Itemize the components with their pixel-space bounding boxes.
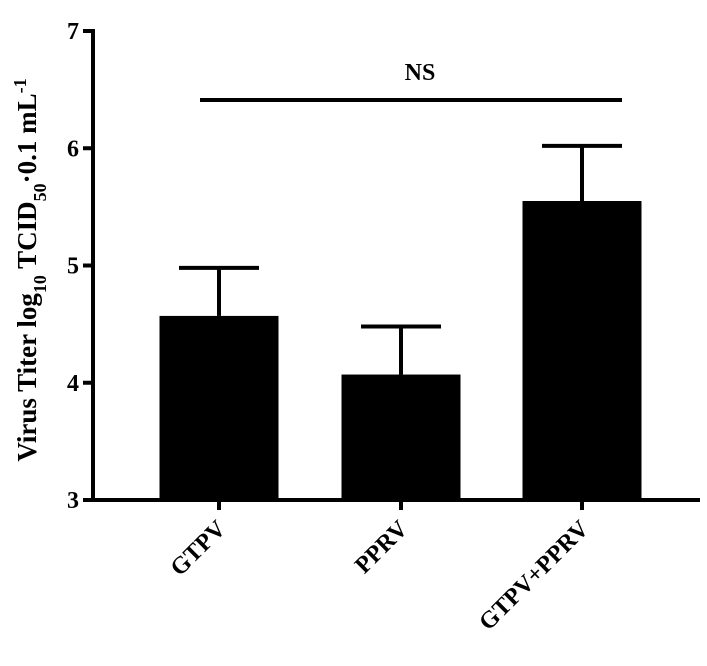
annotation: NS [405, 60, 436, 86]
y-axis-label-part: TCID [12, 201, 42, 275]
y-axis-label-part: 10 [30, 275, 50, 293]
x-tick-label: GTPV+PPRV [474, 515, 594, 635]
y-tick-label: 3 [67, 488, 79, 514]
bar [341, 374, 461, 500]
x-tick-label: PPRV [350, 515, 414, 579]
y-axis-label-part: 50 [30, 183, 50, 201]
x-tick-label: GTPV [166, 515, 232, 581]
error-bar [542, 143, 622, 202]
y-axis-label-part: Virus Titer log [12, 293, 42, 462]
bar [159, 315, 279, 500]
y-tick-label: 4 [67, 371, 79, 397]
y-tick-label: 7 [67, 19, 79, 45]
y-axis-label: Virus Titer log10 TCID50·0.1 mL-1 [10, 78, 50, 461]
bar [522, 201, 642, 500]
y-tick-label: 5 [67, 254, 79, 280]
y-axis-label-part: ·0.1 mL [12, 93, 42, 183]
y-tick-label: 6 [67, 136, 79, 162]
y-axis-label-part: -1 [10, 78, 30, 93]
error-bar [361, 324, 441, 375]
error-bar [179, 265, 259, 316]
